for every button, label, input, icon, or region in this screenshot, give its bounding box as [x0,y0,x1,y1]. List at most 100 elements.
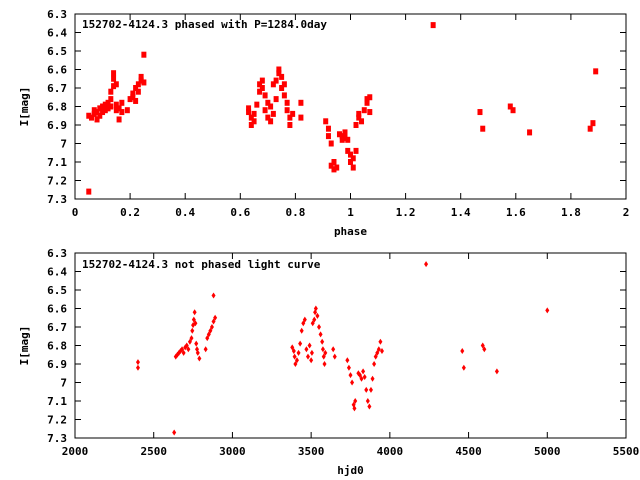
data-point [359,118,365,125]
data-point [345,136,351,143]
y-tick-label: 7 [60,138,67,151]
data-point [296,349,301,356]
y-tick-label: 7 [60,377,67,390]
data-point [331,159,337,165]
data-point [102,107,108,114]
data-point [298,114,304,121]
x-tick-label: 1.6 [506,206,526,219]
x-tick-label: 1.4 [451,206,471,219]
data-point [211,292,216,299]
data-point [323,118,329,125]
data-point [494,368,499,375]
data-point [276,70,282,77]
data-point [379,348,384,355]
x-tick-label: 0.4 [175,206,195,219]
data-point [290,344,295,351]
data-point [181,349,186,356]
data-point [284,107,290,114]
data-point [133,85,139,91]
data-point [290,110,296,117]
data-point [254,101,260,108]
data-point [294,357,299,364]
y-tick-label: 6.8 [47,340,67,353]
data-point [246,105,252,112]
data-point [304,346,309,353]
x-tick-label: 3000 [219,445,246,458]
data-point [268,103,274,110]
data-point [130,94,136,101]
data-point [375,349,380,356]
x-tick-label: 5000 [534,445,561,458]
data-point [339,136,345,143]
data-point [195,349,200,356]
y-tick-label: 7.1 [47,395,67,408]
data-point [346,364,351,371]
y-tick-label: 6.6 [47,303,67,316]
x-tick-label: 2500 [140,445,167,458]
x-tick-label: 2000 [62,445,89,458]
data-point [192,309,197,316]
data-point [287,122,293,128]
data-point [332,353,337,360]
data-point [318,331,323,338]
data-point [378,338,383,345]
data-point [320,346,325,353]
data-point [331,346,336,353]
data-point [127,96,133,103]
data-point [279,85,285,91]
data-point [356,110,362,117]
x-tick-label: 2 [623,206,630,219]
data-point [342,129,348,136]
data-point [205,335,210,342]
data-point [211,318,216,325]
data-point [276,66,282,73]
data-point [111,70,117,77]
data-point [190,327,195,334]
data-point [370,375,375,382]
data-point [376,346,381,353]
data-point [334,164,340,171]
data-point [361,107,367,114]
data-point [345,147,351,154]
data-point [480,125,486,132]
data-point [113,101,119,108]
data-point [105,99,111,106]
data-point [328,162,334,169]
data-point [97,112,103,119]
y-tick-label: 6.7 [47,82,67,95]
data-point [180,346,185,353]
data-point [350,164,356,171]
data-point [362,373,367,380]
data-point [307,342,312,349]
data-point [270,81,276,88]
y-tick-label: 6.4 [47,27,67,40]
data-point [359,375,364,382]
x-tick-label: 1 [347,206,354,219]
x-tick-label: 5500 [613,445,640,458]
data-point [507,103,513,110]
data-point [461,364,466,371]
data-point [105,105,111,112]
x-tick-label: 0.2 [120,206,140,219]
x-tick-label: 0.6 [230,206,250,219]
data-point [116,105,122,112]
data-point [138,73,144,80]
data-point [317,324,322,330]
plot-frame [74,13,627,200]
data-point [284,99,290,106]
x-tick-label: 1.8 [561,206,581,219]
data-point [353,122,359,128]
x-tick-label: 3500 [298,445,325,458]
data-point [108,96,114,103]
data-point [364,96,370,103]
data-point [251,110,257,117]
data-point [113,107,119,114]
data-point [328,140,334,147]
data-point [91,110,97,117]
data-point [86,112,92,119]
y-tick-label: 7.1 [47,156,67,169]
data-point [298,99,304,106]
data-point [587,125,593,132]
data-point [350,379,355,386]
y-tick-label: 6.9 [47,119,67,132]
